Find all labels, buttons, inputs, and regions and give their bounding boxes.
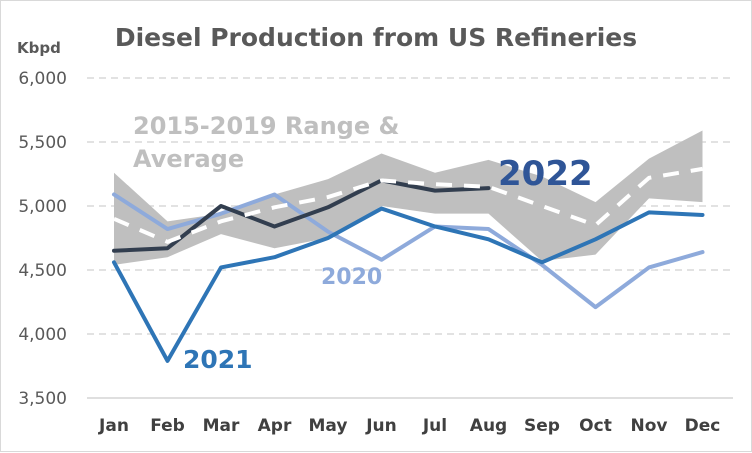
- y-axis-label: Kbpd: [17, 39, 61, 57]
- x-tick-label: Apr: [258, 416, 292, 436]
- x-tick-label: Jun: [365, 416, 397, 436]
- x-tick-label: Sep: [524, 416, 560, 436]
- series-line-2020: [112, 192, 705, 310]
- y-tick-label: 5,500: [18, 133, 67, 153]
- range-band: [114, 130, 703, 265]
- series-line-2021: [112, 206, 705, 363]
- x-tick-label: Dec: [685, 416, 721, 436]
- chart-title: Diesel Production from US Refineries: [115, 23, 637, 52]
- y-tick-label: 4,500: [18, 261, 67, 281]
- series-label-2020: 2020: [321, 265, 382, 290]
- range-legend-label-2: Average: [133, 145, 244, 173]
- range-legend-label: 2015-2019 Range &: [133, 112, 399, 140]
- x-tick-label: Feb: [150, 416, 185, 436]
- x-tick-label: Jul: [422, 416, 447, 436]
- y-tick-label: 4,000: [18, 325, 67, 345]
- y-tick-label: 5,000: [18, 197, 67, 217]
- x-tick-label: Mar: [203, 416, 240, 436]
- y-tick-label: 6,000: [18, 69, 67, 89]
- x-tick-label: Oct: [579, 416, 612, 436]
- y-tick-label: 3,500: [18, 389, 67, 409]
- series-label-2021: 2021: [183, 345, 253, 374]
- x-tick-label: Jan: [98, 416, 129, 436]
- x-tick-label: Aug: [470, 416, 507, 436]
- x-tick-label: May: [309, 416, 348, 436]
- series-line-2022: [112, 178, 491, 253]
- series-line-average: [113, 166, 703, 244]
- series-label-2022: 2022: [498, 154, 593, 194]
- x-tick-label: Nov: [631, 416, 668, 436]
